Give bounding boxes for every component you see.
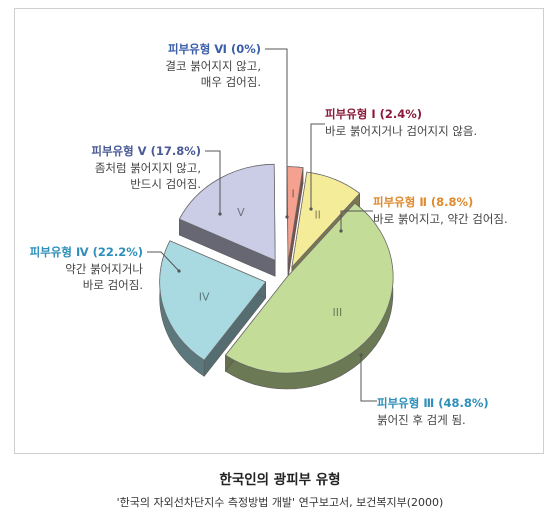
callout-desc-ii-0: 바로 붉어지고, 약간 검어짐.: [373, 212, 508, 226]
leader-line-iii: [360, 355, 377, 402]
leader-line-ii: [340, 210, 373, 231]
callout-desc-iii-0: 붉어진 후 검게 됨.: [377, 413, 466, 427]
slice-numeral-iii: III: [333, 306, 343, 319]
callout-title-iii: 피부유형 Ⅲ (48.8%): [377, 396, 489, 410]
figure-title: 한국인의 광피부 유형: [219, 472, 341, 488]
callout-desc-v-1: 반드시 검어짐.: [130, 177, 201, 191]
leader-dot-i: [309, 207, 313, 211]
callout-desc-vi-0: 결코 붉어지지 않고,: [165, 59, 261, 73]
slice-numeral-v: V: [237, 206, 245, 219]
slice-iv: [159, 240, 267, 361]
slice-v: [178, 163, 276, 261]
callout-title-vi: 피부유형 Ⅵ (0%): [168, 42, 261, 56]
leader-line-v: [205, 150, 221, 214]
callout-title-iv: 피부유형 Ⅳ (22.2%): [30, 245, 143, 259]
slice-numeral-ii: II: [314, 209, 321, 222]
slice-ii: [291, 171, 361, 269]
callout-desc-vi-1: 매우 검어짐.: [201, 75, 261, 89]
callout-desc-v-0: 좀처럼 붉어지지 않고,: [95, 161, 201, 175]
leader-dot-iii: [359, 353, 363, 357]
leader-dot-iv: [177, 269, 181, 273]
slice-numeral-iv: IV: [199, 291, 210, 304]
leader-dot-ii: [339, 229, 343, 233]
leader-line-vi: [265, 48, 288, 217]
slice-iii: [224, 202, 394, 374]
slice-numeral-i: I: [291, 188, 294, 201]
callout-title-i: 피부유형 Ⅰ (2.4%): [325, 107, 422, 121]
callout-desc-i-0: 바로 붉어지거나 검어지지 않음.: [325, 124, 477, 138]
figure-source: '한국의 자외선차단지수 측정방법 개발' 연구보고서, 보건복지부(2000): [116, 496, 444, 509]
callout-desc-iv-0: 약간 붉어지거나: [65, 262, 143, 276]
callout-title-v: 피부유형 Ⅴ (17.8%): [91, 144, 201, 158]
chart-frame: I II III IV V 피부유형 Ⅰ (2.4%) 바로 붉어지거나 검어지지 않음. 피…: [14, 8, 544, 454]
leader-line-i: [310, 123, 325, 209]
callout-title-ii: 피부유형 Ⅱ (8.8%): [373, 195, 473, 209]
leader-line-iv: [147, 251, 180, 272]
leader-dot-v: [218, 212, 222, 216]
callout-desc-iv-1: 바로 검어짐.: [83, 278, 143, 292]
leader-dot-vi: [285, 215, 289, 219]
